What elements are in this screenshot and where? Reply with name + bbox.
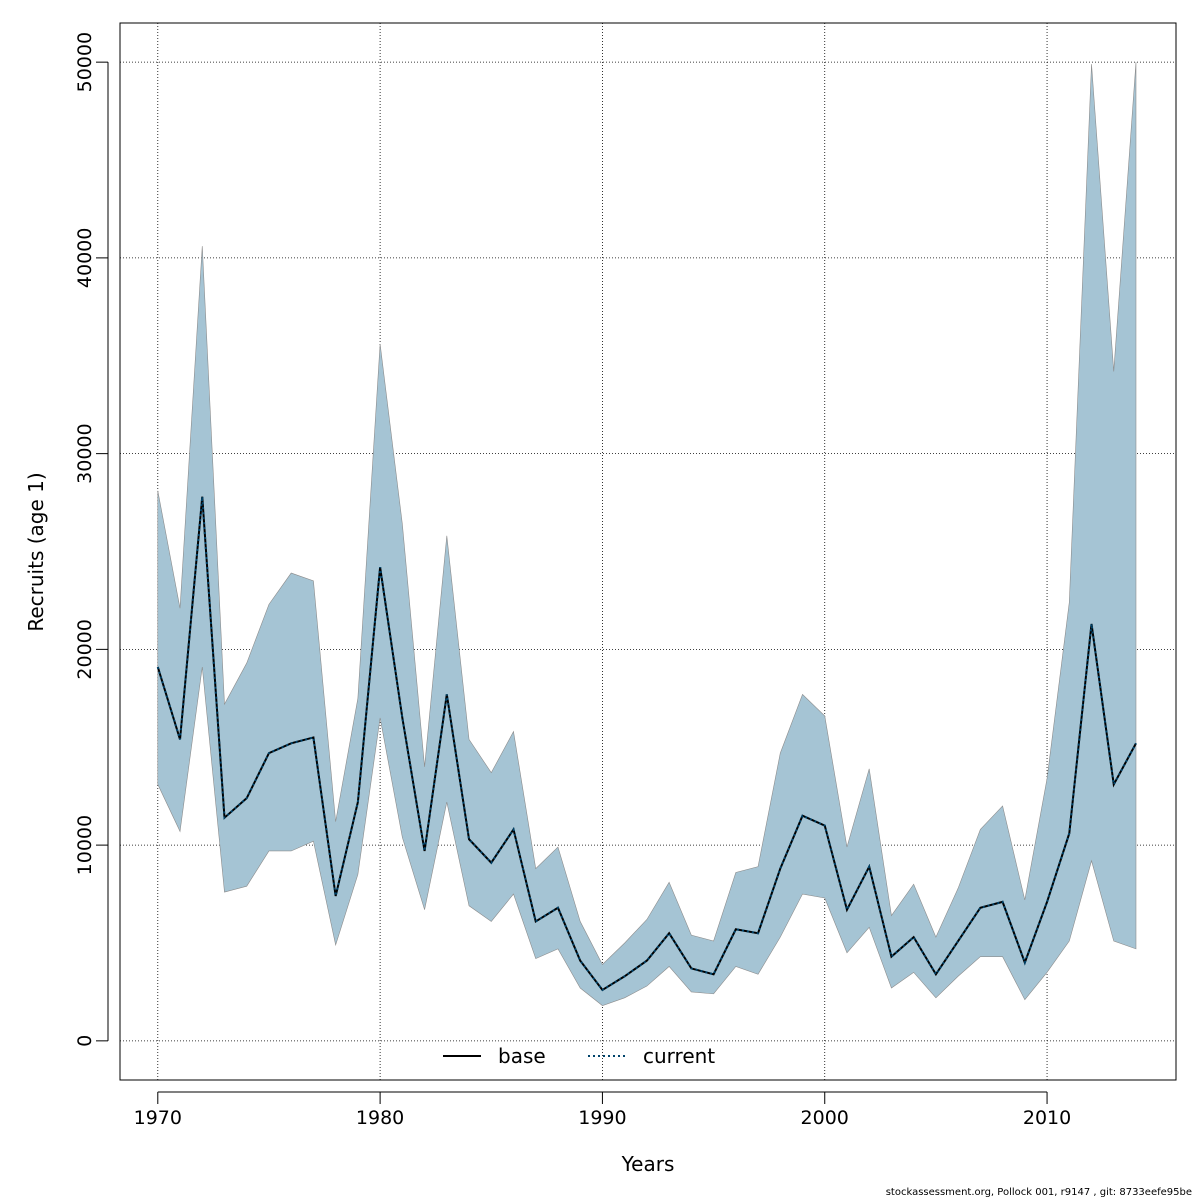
legend: base current [443, 1044, 715, 1068]
confidence-band [157, 62, 1137, 1006]
series-layer [156, 496, 1137, 992]
plot-frame [119, 22, 1177, 1081]
x-tick-label: 1990 [578, 1107, 626, 1129]
legend-current-label: current [643, 1044, 715, 1068]
y-tick-label: 10000 [74, 815, 96, 875]
y-axis-title: Recruits (age 1) [24, 472, 48, 631]
y-tick-label: 30000 [74, 423, 96, 483]
y-axis: 0 10000 20000 30000 40000 50000 [74, 32, 109, 1047]
x-tick-label: 2000 [801, 1107, 849, 1129]
y-tick-label: 50000 [74, 32, 96, 92]
x-axis: 1970 1980 1990 2000 2010 [134, 1091, 1071, 1129]
confidence-band-layer [157, 62, 1137, 1006]
legend-base-label: base [498, 1044, 546, 1068]
x-axis-title: Years [621, 1152, 675, 1176]
y-tick-label: 40000 [74, 228, 96, 288]
x-tick-label: 1980 [356, 1107, 404, 1129]
y-tick-label: 0 [74, 1035, 96, 1047]
y-tick-label: 20000 [74, 619, 96, 679]
x-tick-label: 1970 [134, 1107, 182, 1129]
footer-provenance: stockassessment.org, Pollock 001, r9147 … [885, 1187, 1192, 1198]
x-tick-label: 2010 [1023, 1107, 1071, 1129]
series-line-current [156, 496, 1137, 992]
